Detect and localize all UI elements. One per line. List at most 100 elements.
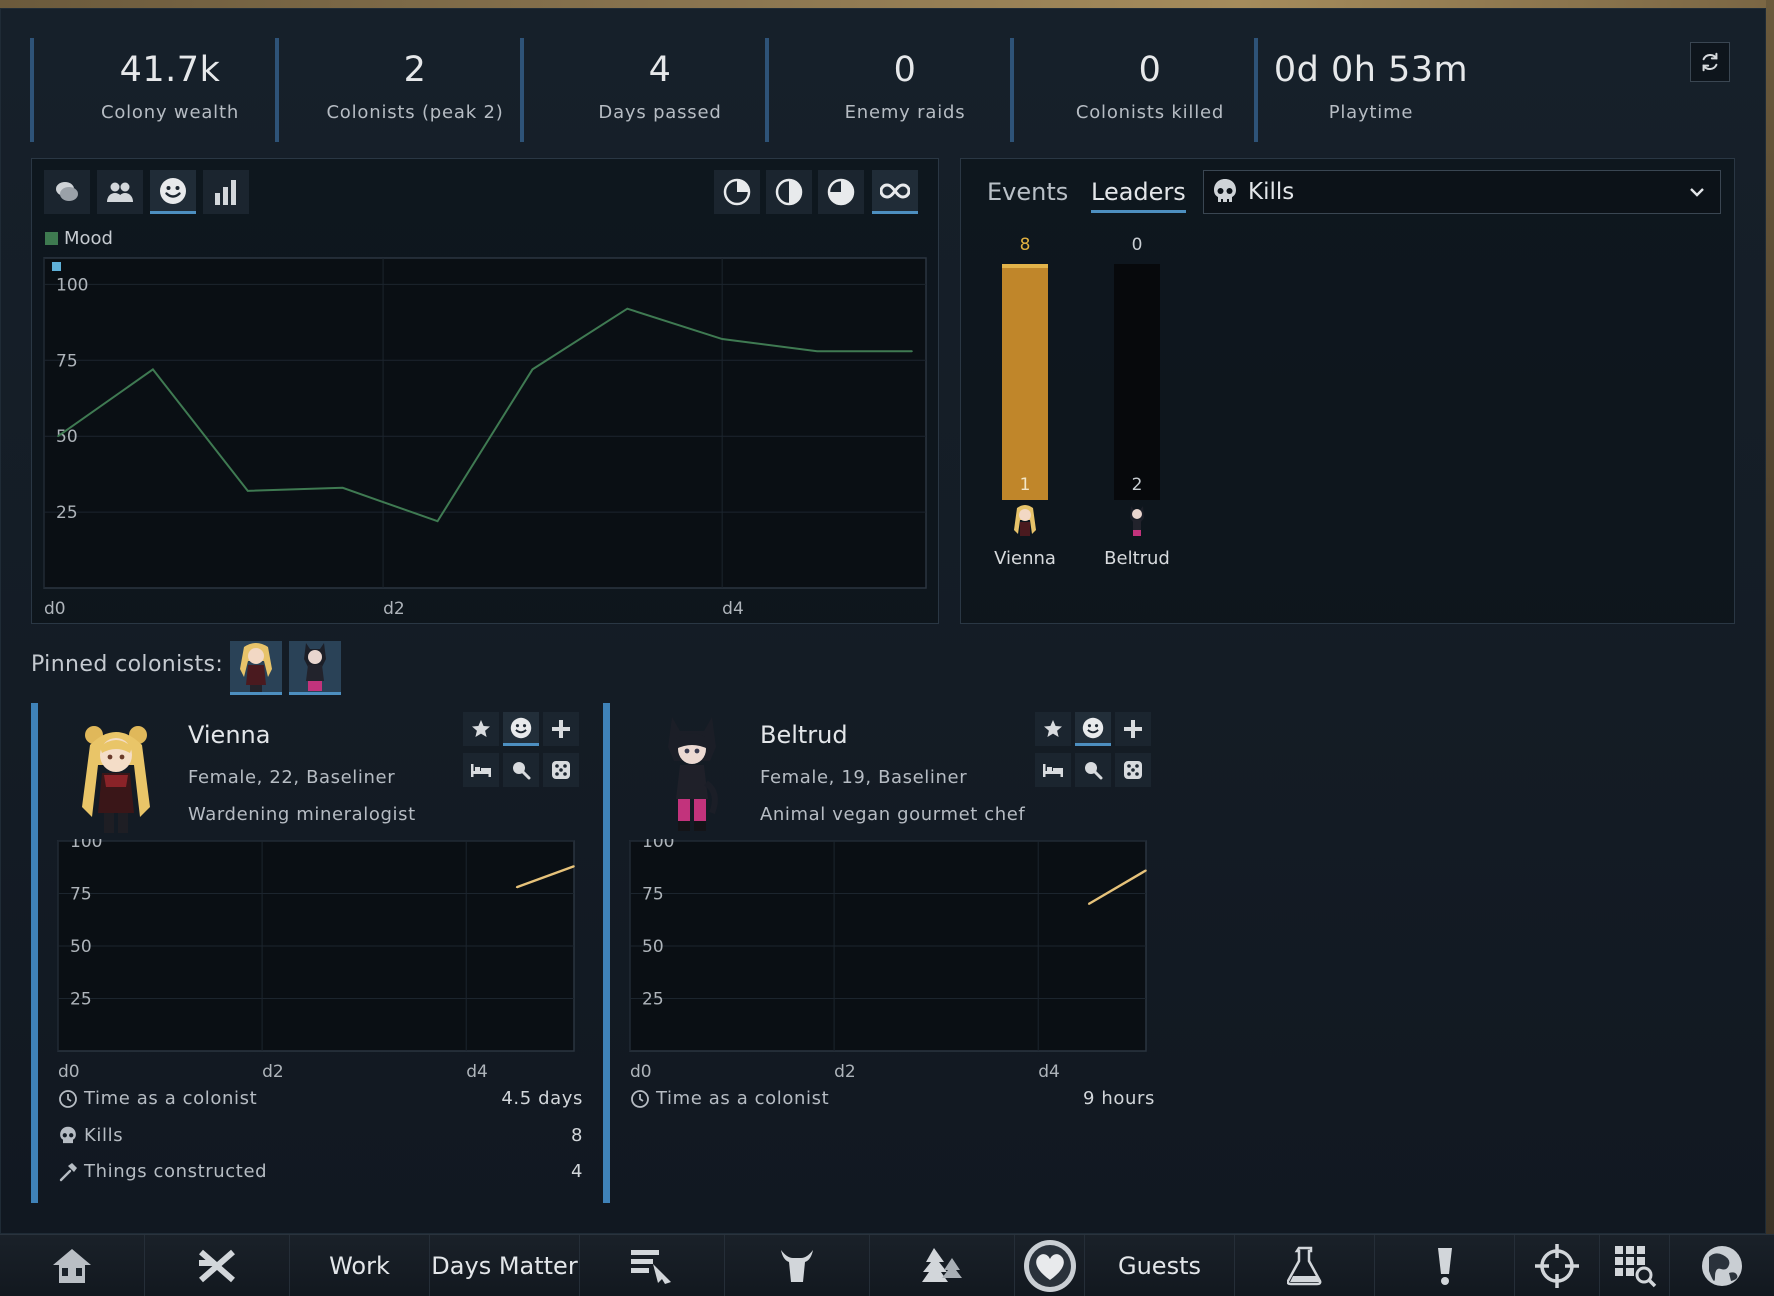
schedule-button[interactable] bbox=[580, 1235, 725, 1296]
refresh-button[interactable] bbox=[1690, 42, 1730, 82]
targeting-button[interactable] bbox=[1515, 1235, 1600, 1296]
dice-icon bbox=[552, 761, 570, 779]
stat-label: Colonists killed bbox=[1075, 102, 1225, 123]
x-tick-label: d4 bbox=[466, 1062, 488, 1079]
skull-icon bbox=[60, 1126, 76, 1143]
tab-social[interactable] bbox=[44, 170, 90, 214]
home-button[interactable] bbox=[0, 1235, 145, 1296]
leader-name-label: Beltrud bbox=[1104, 548, 1170, 569]
y-tick-label: 75 bbox=[56, 351, 78, 371]
tab-guests[interactable]: Guests bbox=[1085, 1235, 1235, 1296]
tab-colonists[interactable] bbox=[97, 170, 143, 214]
mood-icon bbox=[1082, 717, 1104, 738]
tab-days-matter[interactable]: Days Matter bbox=[430, 1235, 580, 1296]
data-point bbox=[246, 490, 249, 492]
stat-label: Enemy raids bbox=[844, 102, 966, 123]
favorite-button[interactable] bbox=[1035, 712, 1071, 746]
tab-work[interactable]: Work bbox=[290, 1235, 430, 1296]
pinned-beltrud[interactable] bbox=[289, 641, 341, 695]
animals-icon bbox=[781, 1250, 813, 1282]
tab-mood[interactable] bbox=[150, 170, 196, 214]
bar-value-label: 0 bbox=[1132, 235, 1143, 255]
alerts-button[interactable] bbox=[1375, 1235, 1515, 1296]
x-tick-label: d0 bbox=[630, 1062, 652, 1079]
x-tick-label: d2 bbox=[834, 1062, 856, 1079]
stat-row-label: Things constructed bbox=[84, 1161, 268, 1182]
search-button[interactable] bbox=[503, 753, 539, 787]
stat-value: 0d 0h 53m bbox=[1273, 50, 1469, 90]
colonist-name: Beltrud bbox=[760, 721, 848, 749]
beltrud-portrait bbox=[668, 717, 718, 831]
schedule-icon bbox=[631, 1250, 671, 1284]
clock-icon bbox=[631, 1089, 649, 1108]
search-button[interactable] bbox=[1075, 753, 1111, 787]
stat-days-passed: 4 Days passed bbox=[520, 38, 796, 142]
y-tick-label: 50 bbox=[70, 937, 92, 957]
vienna-portrait-icon bbox=[240, 643, 272, 692]
bed-icon bbox=[1043, 764, 1063, 777]
range-half[interactable] bbox=[766, 170, 812, 214]
stat-value: 2 bbox=[403, 50, 427, 90]
stat-colonists: 2 Colonists (peak 2) bbox=[275, 38, 551, 142]
animals-button[interactable] bbox=[725, 1235, 870, 1296]
mood-icon bbox=[160, 177, 186, 204]
leader-chart: 8 1 Vienna 0 2 Beltrud bbox=[994, 235, 1170, 569]
data-point bbox=[57, 435, 59, 437]
world-button[interactable] bbox=[1670, 1235, 1774, 1296]
dropdown-value: Kills bbox=[1248, 179, 1295, 205]
stat-value: 0 bbox=[1138, 50, 1162, 90]
legend-label: Mood bbox=[64, 228, 113, 249]
range-all[interactable] bbox=[872, 170, 918, 214]
x-tick-label: d2 bbox=[383, 599, 405, 616]
clock-icon bbox=[59, 1089, 77, 1108]
people-icon bbox=[107, 182, 133, 202]
research-icon bbox=[1286, 1246, 1321, 1286]
plus-icon bbox=[1124, 720, 1142, 738]
world-icon bbox=[1702, 1246, 1742, 1286]
tab-leaders[interactable]: Leaders bbox=[1091, 178, 1186, 213]
range-three-quarter[interactable] bbox=[818, 170, 864, 214]
colonist-card-vienna: Vienna Female, 22, Baseliner Wardening m… bbox=[31, 703, 583, 1203]
colonist-info: Female, 19, Baseliner bbox=[760, 767, 968, 788]
architect-icon bbox=[199, 1249, 235, 1283]
y-tick-label: 75 bbox=[642, 885, 664, 905]
tab-stats[interactable] bbox=[203, 170, 249, 214]
wildlife-button[interactable] bbox=[870, 1235, 1015, 1296]
colony-stats-button[interactable] bbox=[1015, 1235, 1085, 1296]
rest-button[interactable] bbox=[1035, 753, 1071, 787]
range-quarter[interactable] bbox=[714, 170, 760, 214]
bar bbox=[1002, 264, 1048, 500]
mood-button[interactable] bbox=[503, 712, 539, 746]
data-point bbox=[515, 886, 518, 888]
data-point bbox=[531, 368, 534, 371]
architect-button[interactable] bbox=[145, 1235, 290, 1296]
data-point bbox=[626, 307, 629, 310]
series-line bbox=[516, 865, 575, 889]
stat-row-value: 9 hours bbox=[1083, 1088, 1155, 1109]
home-icon bbox=[53, 1249, 91, 1283]
random-button[interactable] bbox=[543, 753, 579, 787]
series-line bbox=[1088, 869, 1147, 906]
zone-search-button[interactable] bbox=[1600, 1235, 1670, 1296]
stat-row-label: Time as a colonist bbox=[84, 1088, 258, 1109]
beltrud-portrait-icon bbox=[304, 643, 326, 691]
leaders-panel bbox=[960, 158, 1735, 624]
y-tick-label: 25 bbox=[56, 503, 78, 523]
main-tab-bar: Work Days Matter Guests bbox=[0, 1234, 1774, 1296]
favorite-button[interactable] bbox=[463, 712, 499, 746]
stat-label: Playtime bbox=[1328, 102, 1414, 123]
stat-enemy-raids: 0 Enemy raids bbox=[765, 38, 1041, 142]
heart-icon bbox=[1023, 1240, 1076, 1292]
y-tick-label: 25 bbox=[70, 990, 92, 1010]
leader-portrait-icon bbox=[1130, 506, 1144, 536]
rest-button[interactable] bbox=[463, 753, 499, 787]
health-button[interactable] bbox=[543, 712, 579, 746]
health-button[interactable] bbox=[1115, 712, 1151, 746]
mood-button[interactable] bbox=[1075, 712, 1111, 746]
research-button[interactable] bbox=[1235, 1235, 1375, 1296]
pinned-vienna[interactable] bbox=[230, 641, 282, 695]
random-button[interactable] bbox=[1115, 753, 1151, 787]
tab-events[interactable]: Events bbox=[987, 178, 1069, 206]
stat-dropdown[interactable]: Kills bbox=[1203, 170, 1721, 214]
stat-row-time: Time as a colonist 9 hours bbox=[630, 1088, 1155, 1109]
